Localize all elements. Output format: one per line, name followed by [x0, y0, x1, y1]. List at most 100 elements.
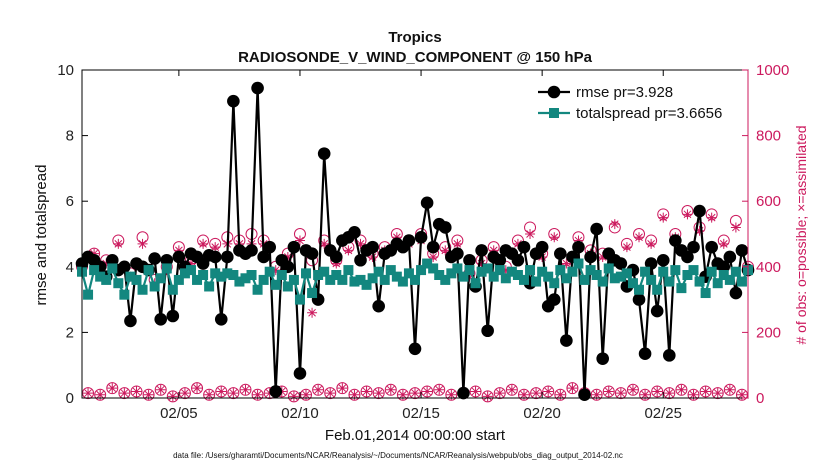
rmse-point: [293, 367, 307, 380]
totalspread-point: [736, 276, 747, 287]
totalspread-point: [149, 281, 160, 292]
rmse-point: [511, 253, 525, 267]
totalspread-point: [434, 270, 445, 280]
y-tick-label: 0: [66, 390, 74, 407]
obs-assimilated-point: [500, 265, 511, 276]
x-tick-label: 02/25: [644, 405, 682, 422]
totalspread-point: [440, 274, 451, 285]
totalspread-point: [567, 266, 578, 277]
rmse-point: [281, 260, 295, 274]
rmse-point: [723, 250, 737, 264]
rmse-point: [221, 250, 234, 264]
obs-possible-point: [651, 385, 664, 398]
y-axis-label: rmse and totalspread: [33, 165, 50, 306]
totalspread-point: [525, 265, 536, 276]
obs-possible-point: [384, 383, 397, 396]
obs-possible-point: [481, 390, 494, 403]
rmse-point: [227, 94, 240, 108]
totalspread-point: [609, 273, 620, 284]
obs-assimilated-point: [603, 386, 614, 397]
obs-assimilated-point: [640, 389, 651, 400]
obs-assimilated-point: [337, 383, 348, 394]
obs-possible-point: [239, 383, 252, 396]
obs-possible-point: [566, 382, 579, 395]
obs-assimilated-point: [95, 389, 106, 400]
y-tick-label: 10: [57, 62, 74, 79]
obs-possible-point: [215, 385, 228, 398]
obs-assimilated-point: [488, 245, 499, 256]
obs-possible-point: [445, 388, 458, 401]
totalspread-point: [724, 274, 735, 285]
obs-possible-point: [421, 385, 434, 398]
totalspread-point: [107, 263, 118, 274]
obs-assimilated-point: [658, 212, 669, 223]
rmse-point: [317, 147, 331, 160]
x-tick-label: 02/20: [523, 405, 561, 422]
obs-possible-point: [130, 385, 143, 398]
totalspread-point: [385, 265, 396, 276]
rmse-point: [257, 250, 270, 264]
obs-assimilated-point: [597, 251, 608, 262]
totalspread-point: [161, 263, 172, 274]
obs-possible-point: [106, 382, 119, 395]
obs-assimilated-point: [282, 251, 293, 262]
totalspread-point: [428, 263, 439, 274]
totalspread-point: [101, 274, 112, 285]
rmse-point: [348, 226, 361, 239]
obs-possible-point: [590, 388, 603, 401]
obs-possible-point: [360, 385, 373, 398]
totalspread-point: [173, 274, 184, 285]
obs-assimilated-point: [192, 383, 203, 394]
rmse-point: [572, 240, 585, 254]
obs-assimilated-point: [101, 258, 112, 269]
totalspread-point: [301, 268, 312, 279]
obs-assimilated-point: [700, 386, 711, 397]
totalspread-point: [621, 268, 632, 279]
totalspread-point: [282, 281, 293, 292]
x-tick-label: 02/05: [160, 405, 198, 422]
totalspread-point: [549, 278, 560, 289]
obs-assimilated-point: [204, 389, 215, 400]
rmse-point: [457, 386, 470, 400]
totalspread-point: [270, 279, 281, 290]
obs-assimilated-point: [143, 389, 154, 400]
totalspread-point: [192, 274, 203, 285]
obs-assimilated-point: [294, 235, 305, 246]
legend-rmse-label: rmse pr=3.928: [576, 84, 673, 101]
obs-possible-point: [336, 382, 349, 395]
totalspread-point: [458, 271, 469, 282]
totalspread-point: [585, 265, 596, 276]
totalspread-point: [718, 270, 729, 280]
obs-assimilated-point: [397, 389, 408, 400]
totalspread-point: [658, 266, 669, 277]
totalspread-point: [403, 268, 414, 279]
totalspread-point: [700, 288, 711, 299]
totalspread-point: [307, 288, 318, 299]
totalspread-point: [355, 274, 366, 285]
totalspread-point: [555, 265, 566, 276]
obs-assimilated-point: [107, 383, 118, 394]
totalspread-point: [228, 270, 239, 280]
rmse-point: [438, 221, 452, 234]
rmse-point: [554, 247, 567, 260]
rmse-point: [366, 240, 379, 254]
obs-assimilated-point: [664, 388, 675, 399]
obs-assimilated-point: [543, 386, 554, 397]
obs-assimilated-point: [179, 388, 190, 399]
obs-assimilated-point: [646, 238, 657, 249]
rmse-point: [408, 342, 422, 356]
y-right-axis-label: # of obs: o=possible; ×=assimilated: [793, 125, 809, 344]
obs-assimilated-point: [525, 229, 536, 239]
obs-possible-point: [699, 385, 712, 398]
obs-assimilated-point: [718, 238, 729, 249]
rmse-point: [517, 240, 531, 254]
obs-assimilated-point: [83, 388, 94, 399]
totalspread-point: [476, 266, 487, 277]
totalspread-point: [579, 274, 590, 285]
rmse-point: [148, 252, 161, 265]
obs-possible-point: [663, 387, 676, 400]
legend-box: [533, 77, 743, 127]
totalspread-point: [482, 263, 493, 274]
totalspread-point: [664, 276, 675, 287]
totalspread-point: [119, 289, 130, 300]
